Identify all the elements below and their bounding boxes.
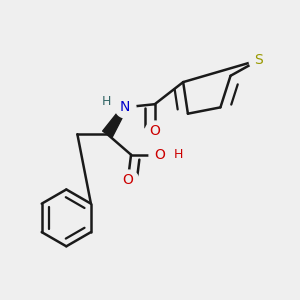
Text: S: S bbox=[255, 53, 263, 67]
Text: H: H bbox=[102, 94, 111, 108]
Text: N: N bbox=[119, 100, 130, 114]
Text: O: O bbox=[122, 173, 133, 187]
Polygon shape bbox=[103, 106, 127, 137]
Text: O: O bbox=[154, 148, 165, 162]
Text: O: O bbox=[149, 124, 160, 138]
Text: H: H bbox=[174, 148, 183, 161]
